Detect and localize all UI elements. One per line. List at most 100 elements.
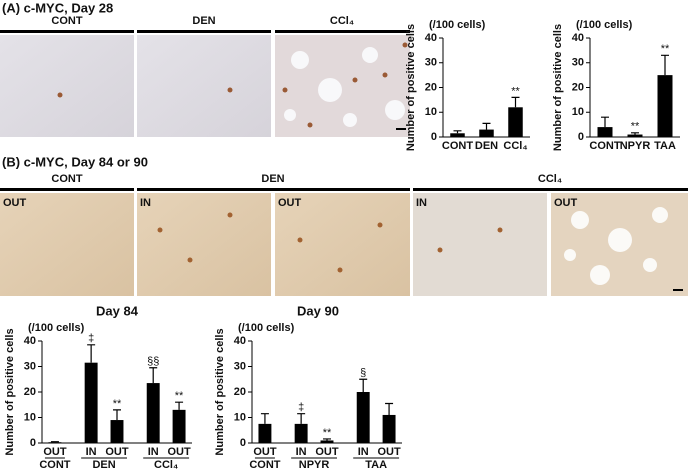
scale-bar [673, 289, 683, 291]
x-tick-label: OUT [315, 446, 339, 458]
group-label: CCl₄ [154, 459, 178, 470]
header-bar [0, 188, 134, 191]
y-tick-label: 40 [234, 335, 246, 347]
x-tick-label: IN [296, 446, 307, 458]
bar [48, 442, 62, 443]
y-axis-label: Number of positive cells [214, 328, 226, 455]
micrograph [0, 193, 134, 296]
header-bar [0, 30, 134, 33]
y-axis-label: Number of positive cells [552, 24, 564, 151]
image-label: CONT [51, 15, 82, 27]
significance-label: §§ [147, 356, 159, 368]
bar [382, 414, 396, 443]
header-label: DEN [261, 173, 284, 185]
group-label: CONT [39, 459, 70, 470]
header-bar [137, 188, 410, 191]
error-bar [385, 402, 394, 415]
x-tick-label: CCl₄ [503, 140, 527, 152]
micrograph [137, 35, 271, 137]
header-bar [275, 30, 410, 33]
x-tick-label: IN [148, 446, 159, 458]
x-tick-label: DEN [475, 140, 498, 152]
y-tick-label: 10 [425, 106, 437, 118]
header-bar [137, 30, 271, 33]
x-tick-label: OUT [167, 446, 191, 458]
bar [657, 75, 673, 137]
header-label: CCl₄ [538, 173, 562, 185]
x-tick-label: NPYR [620, 140, 651, 152]
bar [597, 127, 613, 137]
y-tick-label: 0 [578, 131, 584, 143]
y-tick-label: 10 [24, 411, 36, 423]
y-tick-label: 40 [425, 32, 437, 44]
bar [627, 134, 643, 137]
group-label: CONT [249, 459, 280, 470]
significance-label: ** [113, 398, 122, 410]
error-bar [453, 130, 462, 134]
significance-label: § [360, 367, 366, 379]
y-tick-label: 0 [431, 131, 437, 143]
panel-title: (A) c-MYC, Day 28 [2, 0, 113, 15]
y-tick-label: 10 [572, 106, 584, 118]
micrograph [0, 35, 134, 137]
header-label: CONT [51, 173, 82, 185]
bar [110, 420, 124, 443]
scale-bar [396, 128, 406, 130]
significance-label: ** [631, 121, 640, 133]
error-bar [661, 54, 669, 76]
error-bar [149, 367, 158, 384]
y-tick-label: 0 [30, 437, 36, 449]
error-bar [260, 413, 269, 424]
bar [479, 129, 494, 137]
y-axis-label: Number of positive cells [405, 24, 417, 151]
micrograph [275, 193, 410, 296]
error-bar [87, 344, 96, 363]
y-tick-label: 40 [24, 335, 36, 347]
y-axis-label: Number of positive cells [4, 328, 16, 455]
error-bar [601, 116, 609, 128]
unit-label: (/100 cells) [238, 322, 295, 334]
error-bar [297, 413, 306, 424]
image-label: DEN [192, 15, 215, 27]
bar [450, 133, 465, 137]
significance-label: ** [511, 85, 520, 97]
y-tick-label: 20 [234, 386, 246, 398]
x-tick-label: OUT [105, 446, 129, 458]
chart-title: Day 84 [96, 303, 139, 318]
micrograph [275, 35, 410, 137]
nuclei [57, 42, 408, 128]
error-bar [50, 441, 59, 443]
vacuoles [284, 47, 405, 127]
bar [172, 409, 186, 443]
image-label: OUT [278, 197, 302, 209]
error-bar [631, 132, 639, 135]
image-label: OUT [3, 197, 27, 209]
error-bar [359, 378, 368, 392]
significance-label: ** [661, 43, 670, 55]
x-tick-label: TAA [654, 140, 676, 152]
image-label: OUT [554, 197, 578, 209]
image-label: IN [140, 197, 151, 209]
x-tick-label: IN [86, 446, 97, 458]
bar [294, 423, 308, 443]
y-tick-label: 30 [234, 360, 246, 372]
error-bar [175, 401, 184, 410]
y-tick-label: 10 [234, 411, 246, 423]
y-tick-label: 30 [572, 57, 584, 69]
x-tick-label: OUT [43, 446, 67, 458]
x-tick-label: OUT [377, 446, 401, 458]
micrograph [137, 193, 271, 296]
significance-label: ** [175, 390, 184, 402]
x-tick-label: OUT [253, 446, 277, 458]
y-tick-label: 40 [572, 32, 584, 44]
bar [320, 440, 334, 443]
x-tick-label: IN [358, 446, 369, 458]
header-bar [413, 188, 688, 191]
y-tick-label: 20 [572, 81, 584, 93]
nuclei [157, 212, 503, 273]
y-tick-label: 30 [425, 57, 437, 69]
significance-label: ‡ [88, 333, 94, 345]
y-tick-label: 20 [425, 81, 437, 93]
x-tick-label: CONT [442, 140, 473, 152]
